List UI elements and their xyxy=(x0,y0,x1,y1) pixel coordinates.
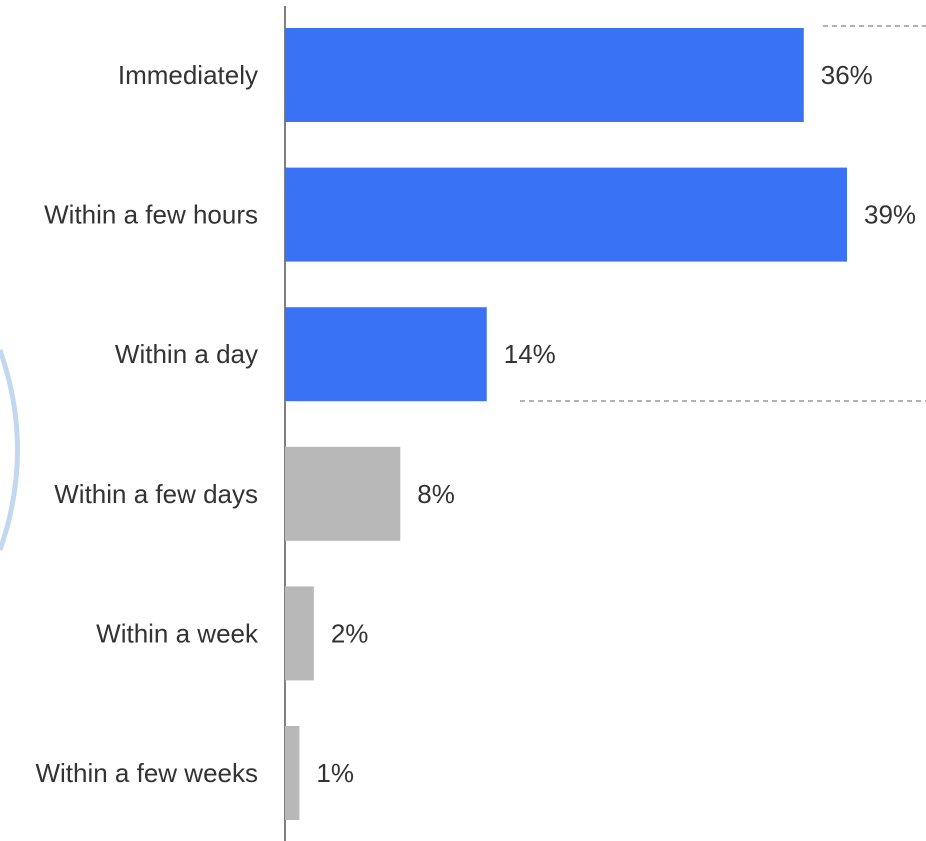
category-label: Within a few weeks xyxy=(35,758,258,788)
category-label: Within a day xyxy=(115,339,258,369)
value-label: 1% xyxy=(316,758,354,788)
category-label: Within a few days xyxy=(54,479,258,509)
bar xyxy=(285,446,401,541)
value-label: 36% xyxy=(821,60,873,90)
bar xyxy=(285,167,847,262)
category-label: Immediately xyxy=(118,60,258,90)
value-label: 8% xyxy=(417,479,455,509)
bar xyxy=(285,586,314,681)
bar xyxy=(285,307,487,402)
decorative-arc xyxy=(0,349,20,551)
bar xyxy=(285,28,804,122)
value-label: 2% xyxy=(331,618,369,648)
value-label: 14% xyxy=(504,339,556,369)
bar xyxy=(285,726,300,820)
value-label: 39% xyxy=(864,200,916,230)
category-label: Within a week xyxy=(96,618,259,648)
category-label: Within a few hours xyxy=(44,200,258,230)
